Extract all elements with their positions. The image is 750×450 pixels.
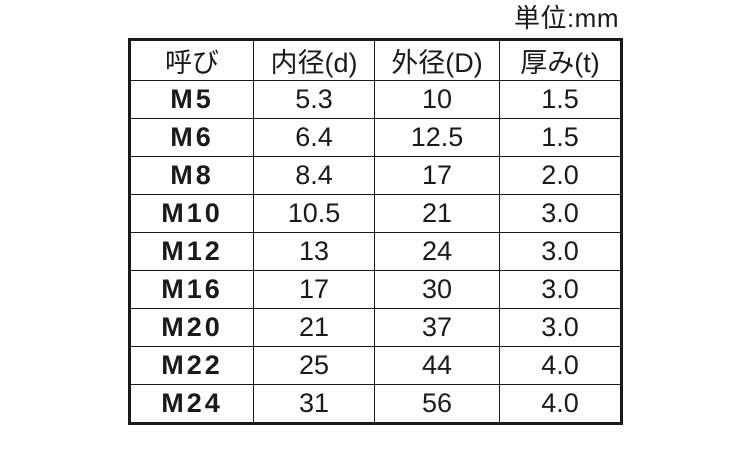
cell-thickness: 4.0	[499, 384, 622, 424]
cell-inner-diameter: 17	[253, 270, 375, 309]
cell-inner-diameter: 10.5	[253, 194, 375, 233]
table-row: M8 8.4 17 2.0	[129, 156, 622, 195]
cell-thickness: 1.5	[499, 80, 622, 119]
cell-nominal: M6	[129, 118, 254, 157]
header-inner-diameter: 内径(d)	[253, 39, 375, 81]
header-nominal-size: 呼び	[129, 39, 254, 81]
cell-inner-diameter: 31	[253, 384, 375, 424]
cell-inner-diameter: 25	[253, 346, 375, 385]
table-row: M6 6.4 12.5 1.5	[129, 118, 622, 157]
cell-inner-diameter: 6.4	[253, 118, 375, 157]
unit-label: 単位:mm	[513, 3, 619, 33]
table-row: M5 5.3 10 1.5	[129, 80, 622, 119]
table-row: M10 10.5 21 3.0	[129, 194, 622, 233]
cell-nominal: M22	[129, 346, 254, 385]
cell-inner-diameter: 21	[253, 308, 375, 347]
cell-nominal: M16	[129, 270, 254, 309]
table-row: M16 17 30 3.0	[129, 270, 622, 309]
cell-outer-diameter: 30	[374, 270, 500, 309]
cell-outer-diameter: 56	[374, 384, 500, 424]
cell-nominal: M20	[129, 308, 254, 347]
table-row: M12 13 24 3.0	[129, 232, 622, 271]
cell-outer-diameter: 24	[374, 232, 500, 271]
cell-thickness: 4.0	[499, 346, 622, 385]
cell-thickness: 3.0	[499, 308, 622, 347]
cell-nominal: M12	[129, 232, 254, 271]
header-thickness: 厚み(t)	[499, 39, 622, 81]
cell-nominal: M10	[129, 194, 254, 233]
cell-inner-diameter: 8.4	[253, 156, 375, 195]
cell-outer-diameter: 17	[374, 156, 500, 195]
cell-nominal: M8	[129, 156, 254, 195]
header-row: 呼び 内径(d) 外径(D) 厚み(t)	[129, 39, 622, 81]
cell-outer-diameter: 21	[374, 194, 500, 233]
washer-spec-table: 呼び 内径(d) 外径(D) 厚み(t) M5 5.3 10 1.5 M6 6.…	[128, 38, 623, 425]
cell-outer-diameter: 44	[374, 346, 500, 385]
table-row: M24 31 56 4.0	[129, 384, 622, 424]
cell-outer-diameter: 10	[374, 80, 500, 119]
header-outer-diameter: 外径(D)	[374, 39, 500, 81]
cell-inner-diameter: 13	[253, 232, 375, 271]
table-row: M22 25 44 4.0	[129, 346, 622, 385]
cell-thickness: 3.0	[499, 232, 622, 271]
cell-thickness: 1.5	[499, 118, 622, 157]
cell-outer-diameter: 12.5	[374, 118, 500, 157]
cell-thickness: 2.0	[499, 156, 622, 195]
cell-thickness: 3.0	[499, 270, 622, 309]
cell-nominal: M24	[129, 384, 254, 424]
cell-nominal: M5	[129, 80, 254, 119]
cell-inner-diameter: 5.3	[253, 80, 375, 119]
table-row: M20 21 37 3.0	[129, 308, 622, 347]
cell-thickness: 3.0	[499, 194, 622, 233]
cell-outer-diameter: 37	[374, 308, 500, 347]
